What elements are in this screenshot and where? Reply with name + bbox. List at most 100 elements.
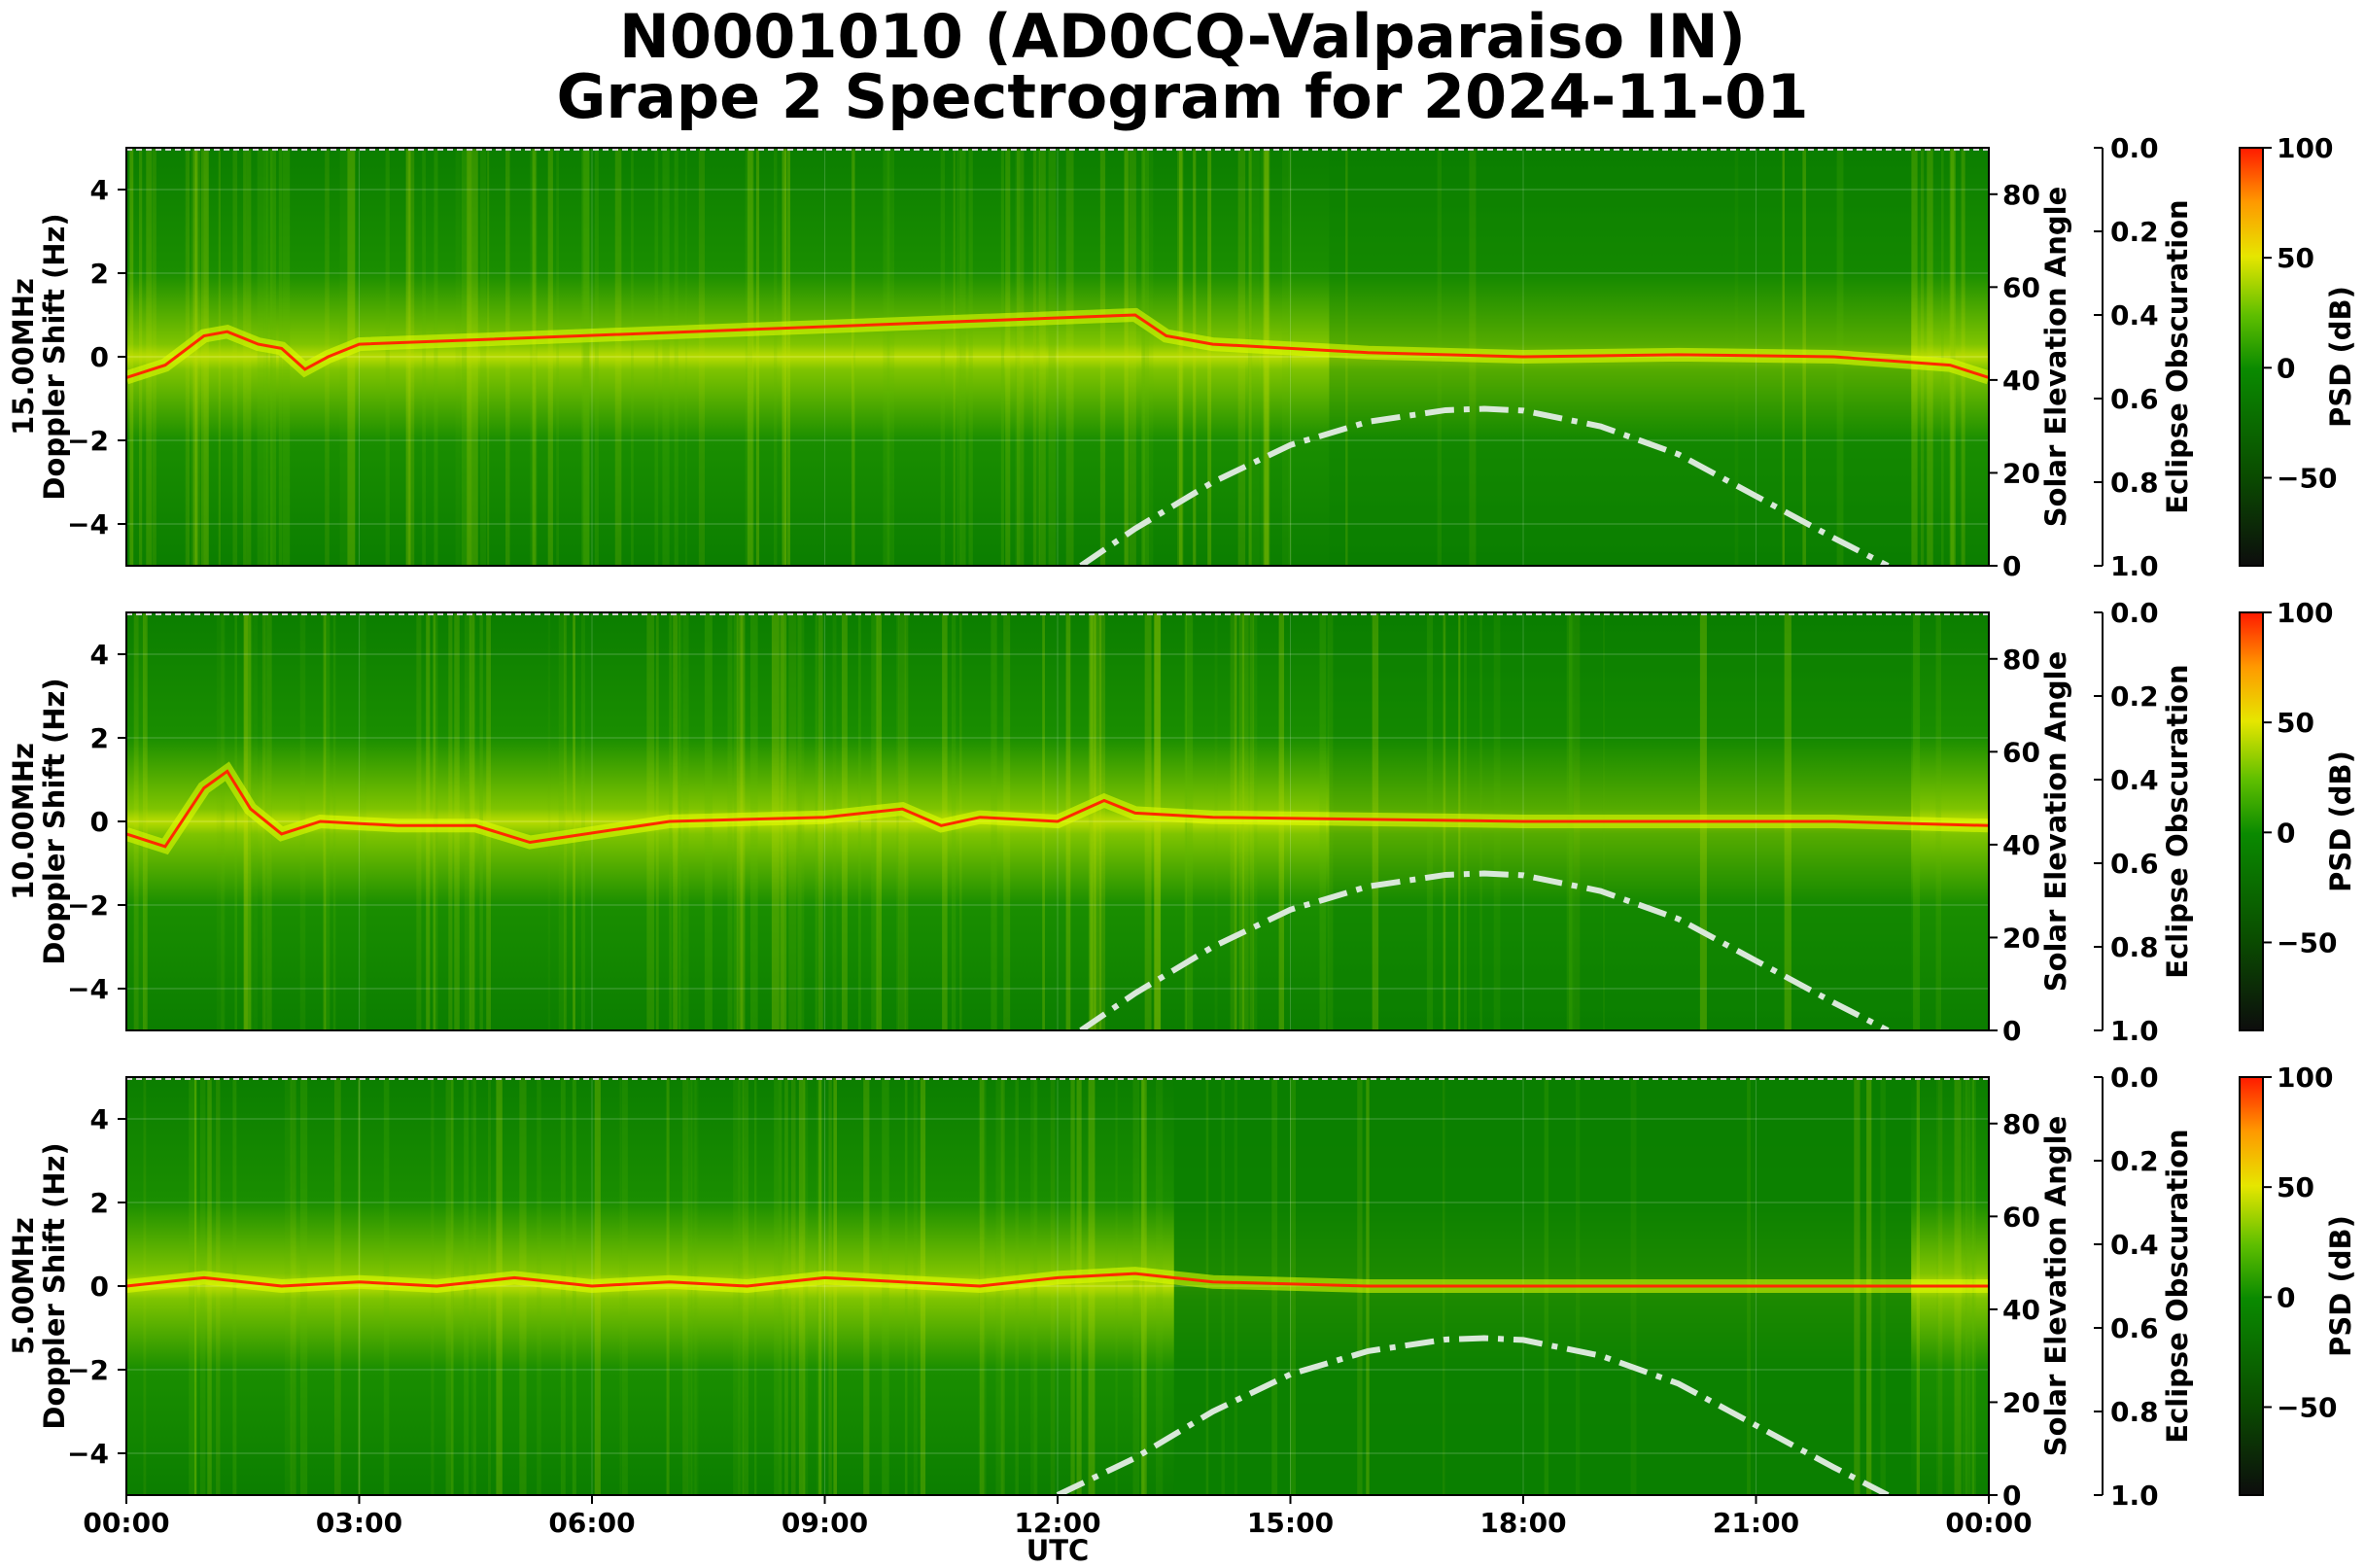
- noise-streak: [263, 148, 268, 566]
- noise-streak: [1015, 148, 1021, 566]
- noise-streak: [138, 148, 143, 566]
- noise-streak: [782, 148, 787, 566]
- noise-streak: [218, 148, 221, 566]
- noise-streak: [1252, 148, 1260, 566]
- noise-streak: [1070, 1077, 1075, 1495]
- elev-tick-label: 60: [2002, 271, 2040, 303]
- noise-streak: [461, 148, 468, 566]
- noise-streak: [1249, 148, 1252, 566]
- y-tick-label: −4: [67, 973, 109, 1005]
- noise-streak: [1237, 148, 1246, 566]
- noise-streak: [1065, 148, 1074, 566]
- noise-streak: [408, 148, 415, 566]
- noise-streak: [133, 612, 139, 1030]
- colorbar-tick-label: −50: [2277, 462, 2337, 494]
- colorbar-tick-label: 100: [2277, 597, 2333, 629]
- solar-elevation-axis-label: Solar Elevation Angle: [2039, 187, 2072, 528]
- noise-streak: [940, 148, 946, 566]
- noise-streak: [581, 148, 590, 566]
- noise-streak: [1155, 1077, 1164, 1495]
- noise-streak: [654, 148, 659, 566]
- noise-streak: [817, 1077, 822, 1495]
- noise-streak: [1248, 148, 1253, 566]
- noise-streak: [887, 148, 895, 566]
- eclipse-tick-label: 1.0: [2110, 550, 2159, 582]
- eclipse-axis-label: Eclipse Obscuration: [2161, 1129, 2194, 1443]
- noise-streak: [519, 1077, 527, 1495]
- y-tick-label: 4: [90, 1103, 109, 1135]
- colorbar-tick-label: 100: [2277, 1062, 2333, 1094]
- elev-tick-label: 0: [2002, 550, 2021, 582]
- eclipse-tick-label: 1.0: [2110, 1480, 2159, 1512]
- noise-streak: [871, 612, 878, 1030]
- noise-streak: [1092, 612, 1096, 1030]
- elev-tick-label: 40: [2002, 1294, 2040, 1326]
- noise-streak: [1141, 148, 1150, 566]
- eclipse-tick-label: 1.0: [2110, 1015, 2159, 1047]
- x-tick-label: 03:00: [316, 1507, 402, 1539]
- noise-streak: [434, 148, 438, 566]
- eclipse-tick-label: 0.6: [2110, 848, 2159, 880]
- noise-streak: [1115, 1077, 1118, 1495]
- noise-streak: [193, 148, 201, 566]
- carrier-trace-group: [126, 307, 1989, 385]
- noise-streak: [1099, 148, 1106, 566]
- noise-streak: [1193, 148, 1197, 566]
- noise-streak: [1949, 148, 1955, 566]
- noise-streak: [1050, 1077, 1056, 1495]
- chart-title-line2: Grape 2 Spectrogram for 2024-11-01: [556, 61, 1809, 132]
- noise-streak: [138, 612, 147, 1030]
- elev-tick-label: 20: [2002, 457, 2040, 489]
- noise-streak: [784, 148, 787, 566]
- noise-streak: [956, 148, 961, 566]
- noise-streak: [455, 148, 461, 566]
- y-tick-label: −2: [67, 889, 109, 922]
- eclipse-tick-label: 0.4: [2110, 299, 2159, 331]
- frequency-label: 5.00MHz: [7, 1217, 40, 1355]
- elev-tick-label: 40: [2002, 829, 2040, 861]
- noise-streak: [774, 148, 778, 566]
- x-tick-label: 18:00: [1479, 1507, 1566, 1539]
- noise-streak: [904, 612, 909, 1030]
- noise-streak: [153, 148, 157, 566]
- colorbar-tick-label: 0: [2277, 1281, 2295, 1313]
- noise-streak: [1000, 148, 1004, 566]
- noise-streak: [203, 148, 208, 566]
- elev-tick-label: 80: [2002, 1108, 2040, 1140]
- noise-streak: [547, 148, 553, 566]
- noise-streak: [662, 148, 670, 566]
- y-tick-label: 2: [90, 258, 109, 290]
- colorbar: [2239, 611, 2264, 1031]
- eclipse-tick-label: 0.0: [2110, 1062, 2159, 1094]
- x-tick-label: 06:00: [548, 1507, 635, 1539]
- elev-tick-label: 20: [2002, 1386, 2040, 1418]
- noise-streak: [1070, 1077, 1075, 1495]
- noise-streak: [745, 148, 753, 566]
- eclipse-tick-label: 0.2: [2110, 680, 2159, 713]
- colorbar-label: PSD (dB): [2324, 1215, 2357, 1357]
- solar-elevation-axis-label: Solar Elevation Angle: [2039, 651, 2072, 993]
- colorbar-tick-label: 50: [2277, 707, 2314, 739]
- eclipse-tick-label: 0.2: [2110, 216, 2159, 248]
- y-tick-label: −2: [67, 425, 109, 457]
- noise-streak: [265, 148, 273, 566]
- noise-streak: [828, 1077, 832, 1495]
- noise-streak: [487, 148, 490, 566]
- colorbar: [2239, 1076, 2264, 1496]
- frequency-label: 10.00MHz: [7, 743, 40, 900]
- x-tick-label: 09:00: [782, 1507, 868, 1539]
- eclipse-tick-label: 0.6: [2110, 1312, 2159, 1344]
- noise-streak: [1140, 1077, 1147, 1495]
- noise-streak: [1950, 148, 1956, 566]
- noise-streaks: [129, 148, 1965, 566]
- noise-streak: [1144, 612, 1152, 1030]
- doppler-axis-label: Doppler Shift (Hz): [38, 213, 71, 500]
- noise-streak: [1088, 612, 1093, 1030]
- carrier-trace-group: [126, 761, 1989, 855]
- noise-streak: [851, 148, 855, 566]
- noise-streak: [1940, 148, 1944, 566]
